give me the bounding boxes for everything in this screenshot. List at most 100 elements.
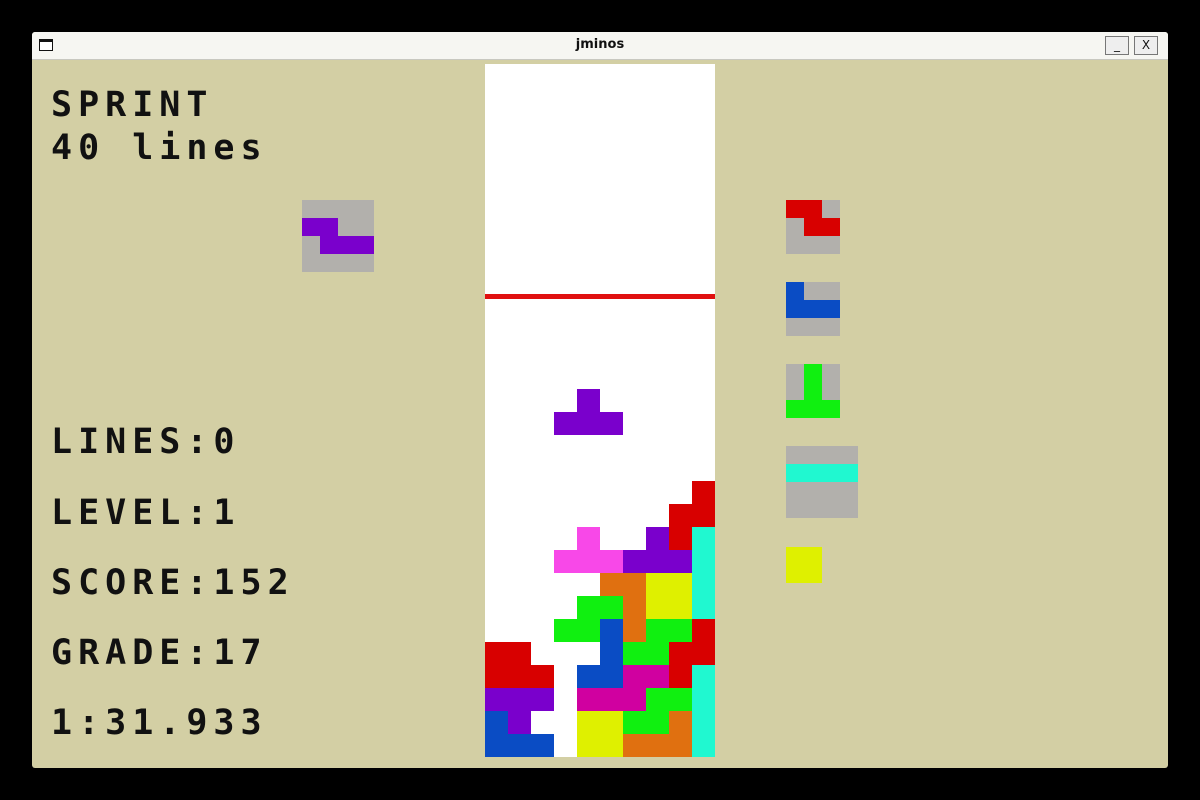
stack-block [692, 573, 715, 596]
stack-block [577, 596, 600, 619]
stack-block [669, 504, 692, 527]
piece-block [840, 464, 858, 482]
close-button[interactable]: X [1134, 36, 1158, 55]
grade-stat: GRADE:17 [51, 633, 268, 673]
stack-block [485, 642, 508, 665]
stack-block [692, 734, 715, 757]
stack-block [600, 619, 623, 642]
stack-block [623, 550, 646, 573]
playfield [485, 64, 715, 757]
next-piece [786, 200, 840, 254]
stack-block [554, 550, 577, 573]
stack-block [508, 711, 531, 734]
stack-block [646, 527, 669, 550]
piece-block [804, 547, 822, 565]
minimize-button[interactable]: _ [1105, 36, 1129, 55]
stack-block [669, 688, 692, 711]
falling-piece-block [554, 412, 577, 435]
stack-block [646, 688, 669, 711]
piece-block [320, 218, 338, 236]
stack-block [600, 665, 623, 688]
piece-block [786, 200, 804, 218]
stack-block [577, 665, 600, 688]
stack-block [508, 642, 531, 665]
next-piece [786, 547, 822, 583]
piece-block [338, 236, 356, 254]
hold-piece [302, 200, 374, 272]
piece-block [786, 464, 804, 482]
stack-block [692, 504, 715, 527]
piece-block [804, 218, 822, 236]
stack-block [600, 734, 623, 757]
score-stat: SCORE:152 [51, 563, 295, 603]
stack-block [669, 734, 692, 757]
stack-block [577, 734, 600, 757]
piece-block [786, 282, 804, 300]
piece-block [804, 382, 822, 400]
next-piece [786, 364, 840, 418]
piece-block [804, 400, 822, 418]
stack-block [692, 665, 715, 688]
piece-block [822, 464, 840, 482]
piece-block [804, 200, 822, 218]
stack-block [554, 619, 577, 642]
stack-block [669, 527, 692, 550]
window-title: jminos [575, 37, 625, 52]
piece-block [804, 565, 822, 583]
piece-block [804, 364, 822, 382]
stack-block [669, 573, 692, 596]
stack-block [692, 642, 715, 665]
stack-block [531, 734, 554, 757]
stack-block [531, 665, 554, 688]
piece-block [356, 236, 374, 254]
piece-block [786, 547, 804, 565]
level-stat: LEVEL:1 [51, 493, 241, 533]
stack-block [600, 596, 623, 619]
stack-block [508, 734, 531, 757]
stack-block [485, 688, 508, 711]
piece-block [822, 400, 840, 418]
falling-piece-block [577, 389, 600, 412]
stack-block [669, 550, 692, 573]
stack-block [692, 596, 715, 619]
stack-block [646, 711, 669, 734]
falling-piece-block [600, 412, 623, 435]
stack-block [623, 711, 646, 734]
stack-block [508, 665, 531, 688]
stack-block [577, 619, 600, 642]
stack-block [646, 619, 669, 642]
piece-block [804, 464, 822, 482]
piece-block [786, 565, 804, 583]
piece-block [786, 300, 804, 318]
falling-piece-block [577, 412, 600, 435]
lines-stat: LINES:0 [51, 422, 241, 462]
piece-block [786, 400, 804, 418]
stack-block [623, 573, 646, 596]
timer: 1:31.933 [51, 703, 268, 743]
stack-block [669, 642, 692, 665]
game-window: jminos _ X SPRINT 40 lines LINES:0 LEVEL… [32, 32, 1168, 768]
stack-block [623, 619, 646, 642]
stack-block [669, 711, 692, 734]
title-bar[interactable]: jminos _ X [32, 32, 1168, 60]
piece-block [822, 218, 840, 236]
mode-name: SPRINT [51, 85, 214, 125]
stack-block [646, 734, 669, 757]
stack-block [692, 550, 715, 573]
mode-goal: 40 lines [51, 128, 268, 168]
danger-line [485, 294, 715, 299]
piece-block [302, 218, 320, 236]
next-piece [786, 446, 858, 518]
stack-block [577, 527, 600, 550]
stack-block [669, 665, 692, 688]
stack-block [600, 711, 623, 734]
stack-block [692, 711, 715, 734]
stack-block [692, 688, 715, 711]
stack-block [646, 642, 669, 665]
stack-block [577, 550, 600, 573]
stack-block [577, 688, 600, 711]
window-menu-icon[interactable] [39, 39, 53, 51]
piece-block [320, 236, 338, 254]
stack-block [623, 642, 646, 665]
stack-block [692, 619, 715, 642]
